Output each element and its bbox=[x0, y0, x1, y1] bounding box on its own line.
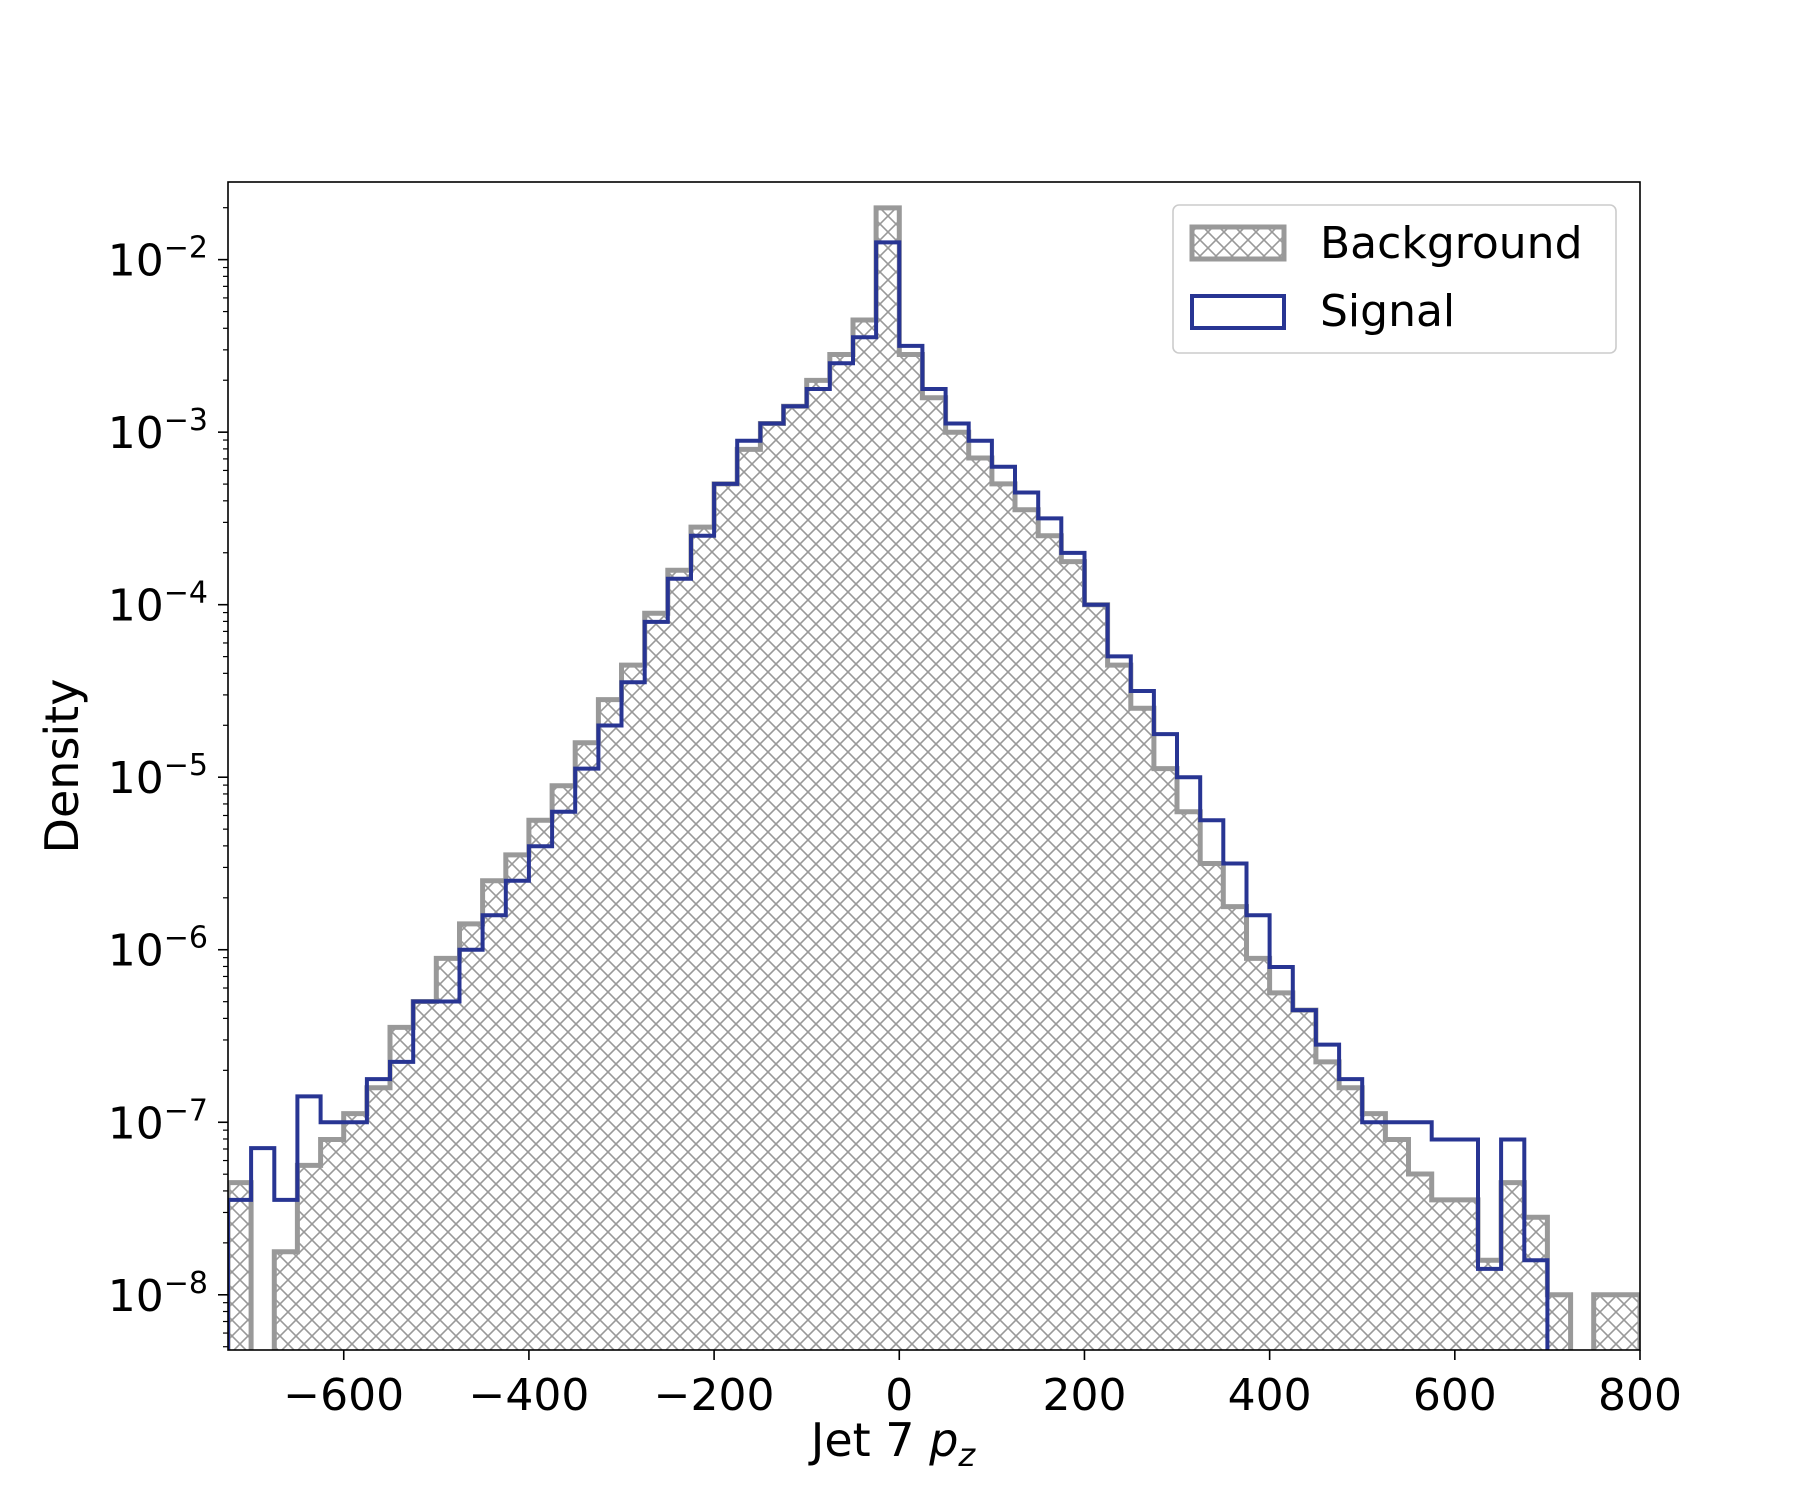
y-axis: 10−8 10−7 10−6 10−5 10−4 10−3 10−2 bbox=[108, 207, 228, 1348]
y-tick-label: 10−7 bbox=[108, 1093, 208, 1149]
background-series-fill bbox=[228, 207, 1640, 1350]
x-tick-label: 800 bbox=[1598, 1370, 1682, 1421]
legend-swatch-signal bbox=[1190, 294, 1286, 330]
x-tick-label: −200 bbox=[654, 1370, 775, 1421]
x-tick-label: 200 bbox=[1042, 1370, 1126, 1421]
legend-item-background: Background bbox=[1189, 218, 1583, 269]
x-tick-label: 400 bbox=[1228, 1370, 1312, 1421]
y-tick-label: 10−2 bbox=[108, 231, 208, 287]
legend-label-background: Background bbox=[1320, 218, 1583, 269]
legend-swatch-background bbox=[1189, 224, 1287, 262]
x-axis-label: Jet 7 pz bbox=[808, 1413, 977, 1474]
legend: Background Signal bbox=[1172, 204, 1617, 354]
y-tick-label: 10−8 bbox=[108, 1266, 208, 1322]
y-axis-label: Density bbox=[35, 679, 89, 854]
y-tick-label: 10−5 bbox=[108, 748, 208, 804]
y-tick-label: 10−3 bbox=[108, 403, 208, 459]
plot-frame bbox=[227, 181, 1641, 1351]
x-tick-label: −400 bbox=[468, 1370, 589, 1421]
y-tick-label: 10−6 bbox=[108, 921, 208, 977]
x-tick-label: 600 bbox=[1413, 1370, 1497, 1421]
x-tick-label: −600 bbox=[283, 1370, 404, 1421]
y-tick-label: 10−4 bbox=[108, 576, 208, 632]
legend-label-signal: Signal bbox=[1320, 286, 1455, 337]
legend-item-signal: Signal bbox=[1190, 286, 1455, 337]
x-axis: −600 −400 −200 0 200 400 600 800 bbox=[283, 1350, 1682, 1421]
signal-series-line bbox=[228, 240, 1550, 1350]
plot-area bbox=[228, 205, 1640, 1350]
x-tick-label: 0 bbox=[885, 1370, 913, 1421]
